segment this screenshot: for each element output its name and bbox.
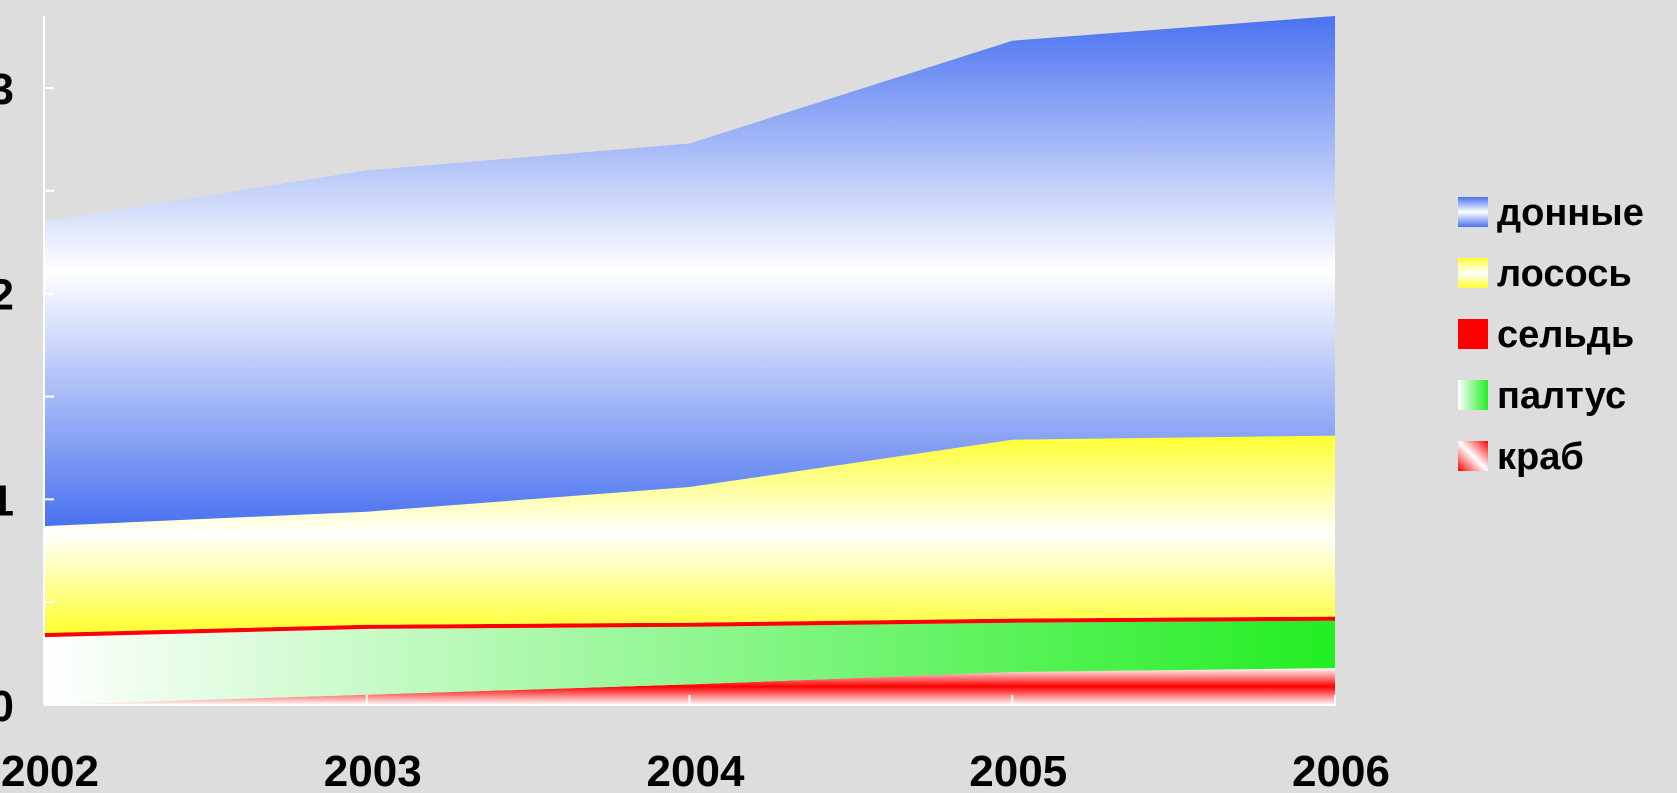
area-series-2 [44,620,1335,705]
area-series-4 [44,435,1335,633]
legend-swatch [1458,319,1488,349]
legend-label: лосось [1497,253,1632,295]
x-tick-label: 2002 [1,747,99,793]
area-series-5 [44,16,1335,527]
x-tick-label: 2003 [324,747,422,793]
legend-label: палтус [1497,375,1626,417]
area-series-3 [44,616,1335,638]
legend-swatch [1458,380,1488,410]
area-series-group [44,16,1335,705]
legend-swatch [1458,441,1488,471]
y-tick-label: 0 [0,682,14,731]
x-tick-group: 2002 2003 2004 2005 2006 [1,695,1390,793]
y-tick-group: 0 1 2 3 [0,65,54,731]
x-tick-label: 2005 [969,747,1067,793]
legend-swatch [1458,197,1488,227]
legend-label: донные [1497,192,1644,234]
y-tick-label: 1 [0,476,14,525]
x-tick-label: 2004 [647,747,745,793]
x-tick-label: 2006 [1292,747,1390,793]
y-tick-label: 2 [0,271,14,320]
legend-swatch [1458,258,1488,288]
y-tick-label: 3 [0,65,14,114]
legend-label: сельдь [1497,314,1634,356]
legend: донные лосось сельдь палтус краб [1458,192,1644,478]
legend-label: краб [1497,436,1584,478]
